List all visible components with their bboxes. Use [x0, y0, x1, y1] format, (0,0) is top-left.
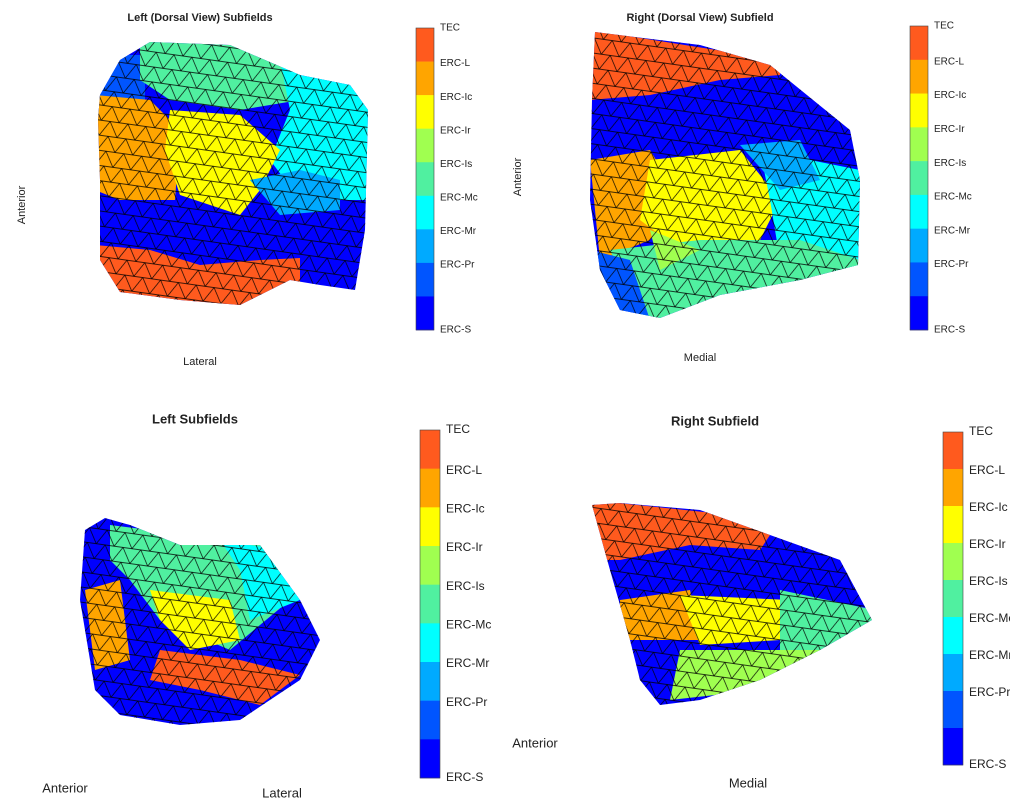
colorbar-label: ERC-S	[969, 757, 1006, 771]
colorbar-segment	[416, 95, 434, 129]
axis-label: Anterior	[16, 185, 28, 224]
colorbar-segment	[420, 430, 440, 469]
colorbar-label: ERC-Ic	[440, 92, 472, 103]
mesh-surface	[585, 25, 865, 325]
colorbar-segment	[910, 195, 928, 229]
colorbar-label: ERC-Is	[440, 159, 472, 170]
colorbar-label: ERC-Mc	[969, 611, 1010, 625]
colorbar-segment	[420, 507, 440, 546]
colorbar-label: ERC-L	[969, 463, 1005, 477]
colorbar-segment	[910, 26, 928, 60]
colorbar-segment	[943, 728, 963, 765]
colorbar-label: ERC-Ir	[969, 537, 1006, 551]
colorbar-segment	[420, 701, 440, 740]
colorbar-segment	[416, 129, 434, 163]
colorbar-segment	[910, 229, 928, 263]
colorbar-label: ERC-Is	[969, 574, 1008, 588]
colorbar-segment	[420, 469, 440, 508]
colorbar-label: ERC-Is	[446, 579, 485, 593]
mesh-surface	[585, 495, 875, 710]
colorbar-label: ERC-S	[440, 325, 471, 336]
axis-label: Anterior	[42, 780, 88, 795]
colorbar-label: TEC	[969, 424, 993, 438]
colorbar-label: ERC-Is	[934, 158, 966, 169]
colorbar-segment	[943, 617, 963, 654]
colorbar-segment	[416, 162, 434, 196]
colorbar-label: ERC-Ic	[446, 502, 485, 516]
colorbar-label: ERC-L	[934, 56, 964, 67]
colorbar-segment	[943, 654, 963, 691]
colorbar-label: ERC-Mr	[969, 648, 1010, 662]
panel-title: Right Subfield	[671, 413, 759, 428]
colorbar-label: ERC-Ic	[934, 90, 966, 101]
figure: Left (Dorsal View) Subfields Anterior La…	[0, 0, 1010, 800]
colorbar-segment	[910, 262, 928, 296]
colorbar-segment	[910, 94, 928, 128]
colorbar-label: ERC-Mc	[440, 192, 478, 203]
colorbar-label: ERC-Pr	[934, 259, 969, 270]
colorbar-label: ERC-Mc	[446, 618, 491, 632]
colorbar-segment	[416, 229, 434, 263]
colorbar-label: TEC	[934, 21, 954, 32]
colorbar-segment	[910, 161, 928, 195]
colorbar-segment	[416, 196, 434, 230]
colorbar-segment	[416, 28, 434, 62]
colorbar-segment	[943, 691, 963, 728]
colorbar-label: ERC-Mr	[934, 225, 971, 236]
colorbar-segment	[943, 506, 963, 543]
panel-title: Left Subfields	[152, 411, 238, 426]
colorbar-segment	[416, 263, 434, 297]
axis-label: Lateral	[183, 356, 217, 368]
colorbar-label: ERC-Ir	[934, 124, 965, 135]
colorbar-label: ERC-Mr	[440, 226, 477, 237]
colorbar-segment	[910, 127, 928, 161]
colorbar-segment	[420, 623, 440, 662]
mesh-surface	[75, 510, 325, 730]
colorbar-segment	[943, 469, 963, 506]
axis-label: Medial	[729, 775, 767, 790]
colorbar-segment	[420, 739, 440, 778]
panel-title: Left (Dorsal View) Subfields	[127, 12, 272, 24]
colorbar-segment	[943, 580, 963, 617]
axis-label: Anterior	[512, 157, 524, 196]
axis-label: Anterior	[512, 735, 558, 750]
colorbar-segment	[910, 60, 928, 94]
colorbar-segment	[910, 296, 928, 330]
colorbar-segment	[420, 662, 440, 701]
colorbar-segment	[416, 62, 434, 96]
colorbar-label: ERC-Mr	[446, 656, 489, 670]
axis-label: Medial	[684, 352, 716, 364]
colorbar-segment	[943, 543, 963, 580]
axis-label: Lateral	[262, 785, 302, 800]
colorbar-label: ERC-Pr	[969, 685, 1010, 699]
colorbar-label: ERC-Pr	[446, 695, 487, 709]
colorbar-segment	[420, 585, 440, 624]
mesh-surface	[90, 30, 380, 320]
colorbar-label: ERC-Mc	[934, 192, 972, 203]
colorbar-label: ERC-S	[446, 770, 483, 784]
colorbar-segment	[416, 296, 434, 330]
colorbar-label: ERC-Ir	[446, 540, 483, 554]
colorbar-label: ERC-L	[440, 58, 470, 69]
colorbar-label: ERC-Pr	[440, 260, 475, 271]
colorbar-segment	[420, 546, 440, 585]
colorbar-label: TEC	[440, 23, 460, 34]
colorbar-label: ERC-L	[446, 463, 482, 477]
colorbar-label: TEC	[446, 422, 470, 436]
colorbar-label: ERC-Ir	[440, 125, 471, 136]
colorbar-segment	[943, 432, 963, 469]
colorbar-label: ERC-Ic	[969, 500, 1008, 514]
panel-title: Right (Dorsal View) Subfield	[626, 12, 773, 24]
colorbar-label: ERC-S	[934, 325, 965, 336]
